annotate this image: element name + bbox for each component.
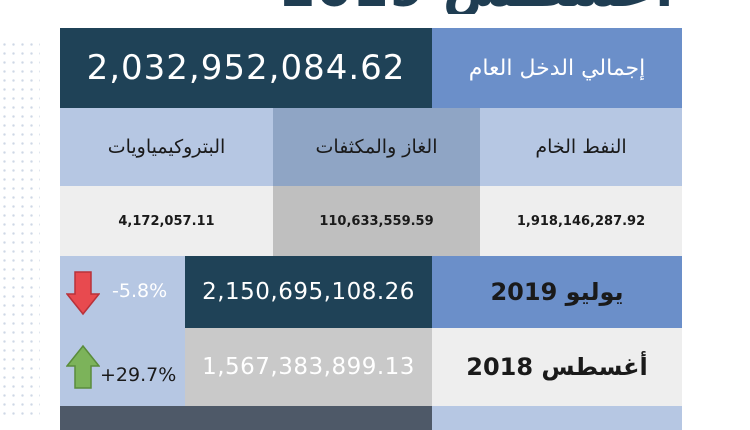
- down-arrow-icon: [65, 270, 101, 320]
- bottom-row-value-cell: [60, 406, 432, 430]
- dot-pattern: [0, 40, 40, 420]
- up-arrow-icon: [65, 344, 101, 394]
- value-august-2018: 1,567,383,899.13: [185, 328, 432, 406]
- total-income-label: إجمالي الدخل العام: [432, 28, 682, 108]
- sector-value-petrochemicals: 4,172,057.11: [60, 186, 273, 256]
- bottom-row-label-cell: [432, 406, 682, 430]
- period-label-august-2018: أغسطس 2018: [432, 328, 682, 406]
- sector-value-gas: 110,633,559.59: [273, 186, 480, 256]
- sector-value-crude-oil: 1,918,146,287.92: [480, 186, 682, 256]
- page-title: أغسطس 2019: [280, 0, 700, 14]
- value-july-2019: 2,150,695,108.26: [185, 256, 432, 328]
- change-percent-august: +29.7%: [100, 364, 177, 386]
- sector-label-petrochemicals: البتروكيمياويات: [60, 108, 273, 186]
- change-cell-august: +29.7%: [60, 328, 185, 406]
- change-cell-july: -5.8%: [60, 256, 185, 328]
- sector-label-crude-oil: النفط الخام: [480, 108, 682, 186]
- change-percent-july: -5.8%: [112, 280, 168, 302]
- sector-label-gas: الغاز والمكثفات: [273, 108, 480, 186]
- period-label-july-2019: يوليو 2019: [432, 256, 682, 328]
- total-income-value: 2,032,952,084.62: [60, 28, 432, 108]
